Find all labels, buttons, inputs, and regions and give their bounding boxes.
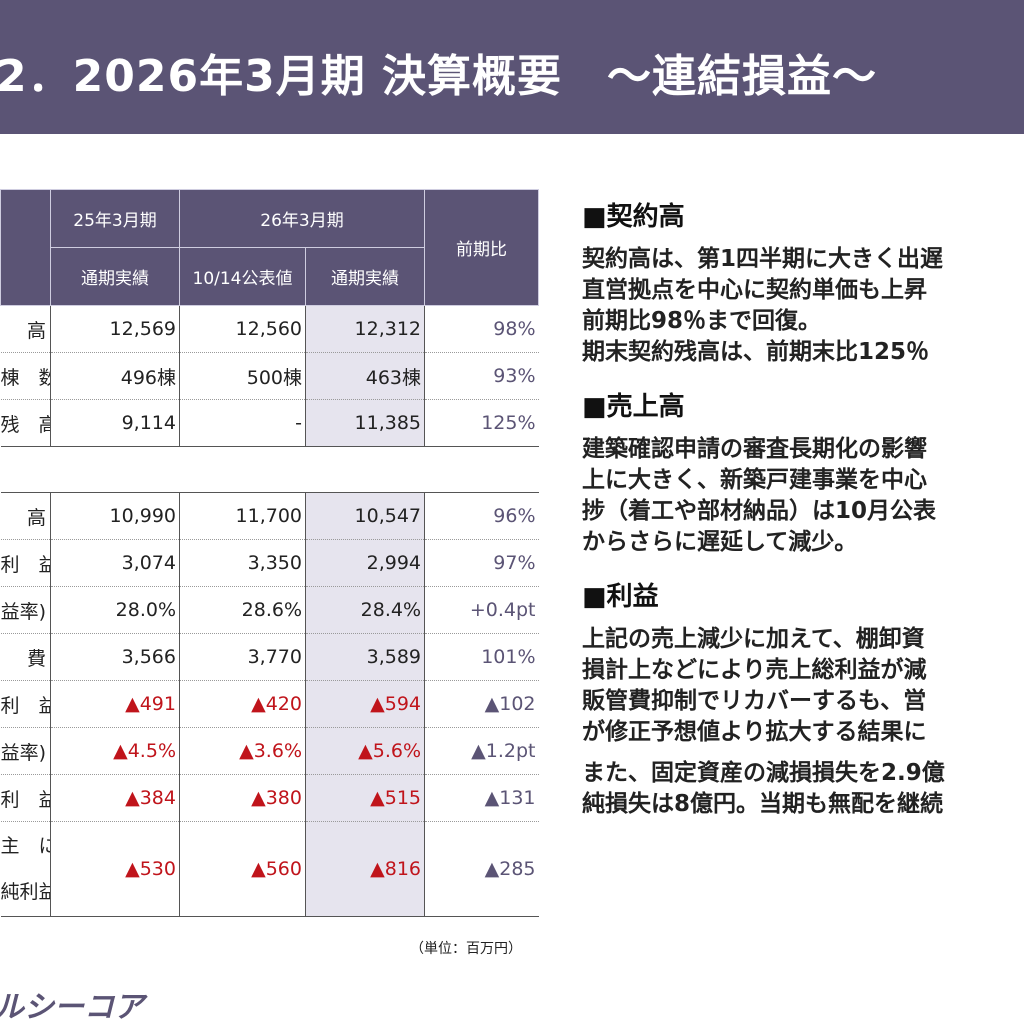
header-fy25: 25年3月期: [50, 189, 180, 248]
row-label-bottom: 純利益: [0, 881, 51, 903]
section-body-profit-extra: また、固定資産の減損損失を2.9億 純損失は8億円。当期も無配を継続: [582, 760, 945, 817]
section-heading-profit: ■利益: [582, 582, 659, 612]
header-ratio: 前期比: [424, 189, 540, 306]
table-row: 利 益 3,074 3,350 2,994 97%: [0, 539, 539, 587]
header-fy26: 26年3月期: [178, 189, 426, 248]
section-heading-sales: ■売上高: [582, 392, 685, 422]
table-row: 利 益 ▲491 ▲420 ▲594 ▲102: [0, 680, 539, 728]
title-banner: 2．2026年3月期 決算概要 ～連結損益～: [0, 0, 1024, 134]
header-forecast: 10/14公表値: [179, 247, 306, 306]
table-row: 残 高 9,114 - 11,385 125%: [0, 399, 539, 447]
header-actual26: 通期実績: [304, 247, 426, 306]
section-body-sales: 建築確認申請の審査長期化の影響 上に大きく、新築戸建事業を中心 捗（着工や部材納…: [582, 436, 937, 555]
table-row: 主 に 純利益 ▲530 ▲560 ▲816 ▲285: [0, 821, 539, 917]
header-actual25: 通期実績: [50, 247, 180, 306]
commentary-panel: ■契約高 契約高は、第1四半期に大きく出遅 直営拠点を中心に契約単価も上昇 前期…: [582, 196, 1024, 820]
table-row: 棟 数 496棟 500棟 463棟 93%: [0, 352, 539, 400]
table-gap: [0, 446, 539, 493]
table-row: 利 益 ▲384 ▲380 ▲515 ▲131: [0, 774, 539, 822]
table-row: 高 10,990 11,700 10,547 96%: [0, 492, 539, 540]
table-row: 費 3,566 3,770 3,589 101%: [0, 633, 539, 681]
row-label-top: 主 に: [0, 835, 51, 857]
header-blank: [0, 189, 51, 306]
financial-table: 25年3月期 26年3月期 前期比 通期実績 10/14公表値 通期実績 高 1…: [0, 189, 540, 917]
table-row: 益率) 28.0% 28.6% 28.4% +0.4pt: [0, 586, 539, 634]
unit-note: （単位：百万円）: [410, 941, 522, 957]
page-title: 2．2026年3月期 決算概要 ～連結損益～: [0, 51, 878, 102]
section-body-profit: 上記の売上減少に加えて、棚卸資 損計上などにより売上総利益が減 販管費抑制でリカ…: [582, 626, 927, 745]
table-row: 益率) ▲4.5% ▲3.6% ▲5.6% ▲1.2pt: [0, 727, 539, 775]
section-heading-contract: ■契約高: [582, 202, 685, 232]
table-row: 高 12,569 12,560 12,312 98%: [0, 305, 539, 353]
section-body-contract: 契約高は、第1四半期に大きく出遅 直営拠点を中心に契約単価も上昇 前期比98％ま…: [582, 246, 944, 365]
financial-table-container: 25年3月期 26年3月期 前期比 通期実績 10/14公表値 通期実績 高 1…: [0, 189, 540, 917]
company-logo: ルシーコア: [0, 990, 144, 1024]
